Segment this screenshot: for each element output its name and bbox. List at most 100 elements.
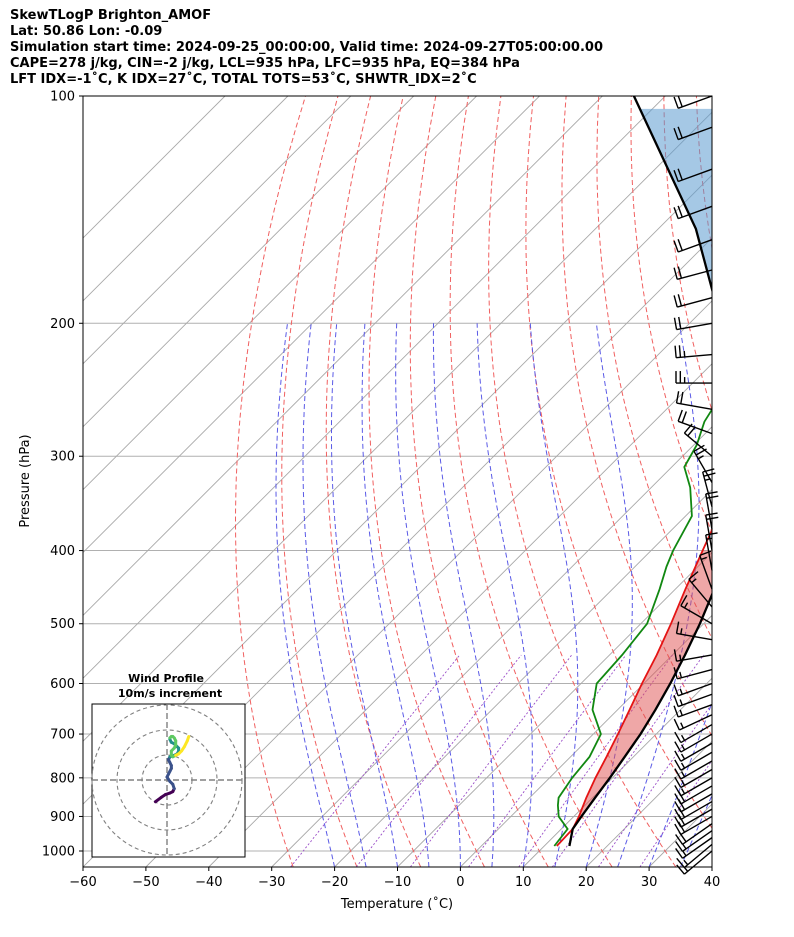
wind-barb-flag [678,316,682,329]
wind-barb-staff [677,126,713,141]
isotherm [334,488,712,867]
wind-barb-flag [680,779,686,786]
wind-barb [674,345,713,359]
y-tick-label: 300 [50,450,75,465]
wind-barb-flag [680,734,686,741]
wind-barb-staff [677,297,713,308]
x-tick-label: 0 [456,875,464,890]
x-tick-label: −20 [321,875,348,890]
wind-barb-flag [680,788,686,795]
wind-barb [674,751,713,771]
dry-adiabat [368,96,485,867]
dry-adiabat [525,96,712,829]
wind-barb-staff [705,493,713,530]
wind-barb-flag [675,621,680,634]
wind-barb [688,571,713,608]
wind-barb [675,371,712,384]
wind-barb-flag [675,391,680,404]
wind-barb-flag [680,753,686,760]
moist-adiabat [680,794,712,867]
wind-barb-staff [677,668,713,680]
x-tick-label: −40 [195,875,222,890]
wind-barb-flag [677,126,683,139]
wind-barb-flag [679,699,683,706]
wind-barb-staff [683,432,713,457]
wind-barb-flag [673,207,679,219]
wind-barb-flag [683,859,689,866]
header-title: SkewTLogP Brighton_AMOF [10,8,212,23]
moist-adiabat [302,323,367,867]
wind-barb-flag [697,455,704,460]
wind-barb-staff [677,420,713,435]
moist-adiabat [361,323,430,867]
wind-barb-staff [680,605,713,625]
wind-barb-staff [680,723,713,744]
wind-barb-flag [674,816,682,828]
wind-barb-flag [683,350,686,357]
x-tick-label: −50 [132,875,159,890]
y-tick-label: 100 [50,90,75,105]
isotherm [83,96,226,239]
wind-barb-staff [680,760,713,780]
wind-barb-flag [687,426,696,437]
wind-barb-staff [705,514,713,551]
wind-barb-flag [679,671,683,678]
mixing-ratio-line [290,654,461,867]
dry-adiabat [596,96,712,640]
y-tick-label: 200 [50,317,75,332]
wind-barb-flag [681,411,687,424]
wind-barb-staff [677,239,713,253]
wind-barb-staff [676,654,713,662]
wind-barb-flag [700,556,708,561]
wind-barb-flag [673,667,678,680]
cape-positive-fill-upper [639,108,712,538]
wind-barb-flag [673,684,679,697]
wind-barb-staff [705,534,713,571]
moist-adiabat [711,865,712,867]
wind-barb-staff [677,682,713,697]
y-tick-label: 700 [50,728,75,743]
dry-adiabat [325,96,422,867]
wind-barb-staff [677,269,713,280]
wind-barb [674,777,713,797]
dry-adiabat [488,96,677,867]
cape-cin-fill-layer [572,108,712,829]
wind-barb-flag [680,771,686,778]
wind-barb-flag [673,649,678,662]
wind-barb-flag [679,654,682,661]
wind-barb [675,621,713,641]
wind-barb-flag [674,793,682,805]
wind-barb [673,95,713,109]
isotherm [460,614,712,867]
wind-barb-flag [677,239,683,251]
wind-barb [673,682,713,697]
wind-barb-flag [677,95,683,108]
wind-barb-flag [674,776,682,788]
x-tick-label: −30 [258,875,285,890]
x-tick-label: 30 [641,875,658,890]
cape-positive-fill-lower [572,550,712,829]
wind-barb-staff [676,632,713,641]
dry-adiabat [663,96,712,412]
wind-barb [673,239,713,253]
dry-adiabat [561,96,712,737]
isotherm [83,96,352,365]
wind-barb [675,391,713,410]
y-tick-label: 600 [50,677,75,692]
wind-barb-flag [679,688,683,695]
wind-barb-flag [691,578,697,584]
isotherm [83,96,477,491]
wind-barb-flag [677,266,683,279]
wind-barb-flag [679,709,683,716]
dry-adiabat [762,96,794,867]
wind-barb-flag [674,345,677,358]
wind-barb-flag [673,267,678,280]
y-tick-label: 1000 [42,845,75,860]
moist-adiabat [529,323,579,867]
wind-barb-staff [679,714,713,731]
wind-barb-flag [673,705,679,718]
wind-barb-staff [677,95,713,109]
wind-barb-flag [680,722,684,729]
hodograph-segment [185,735,191,743]
wind-barb-flag [673,169,679,182]
